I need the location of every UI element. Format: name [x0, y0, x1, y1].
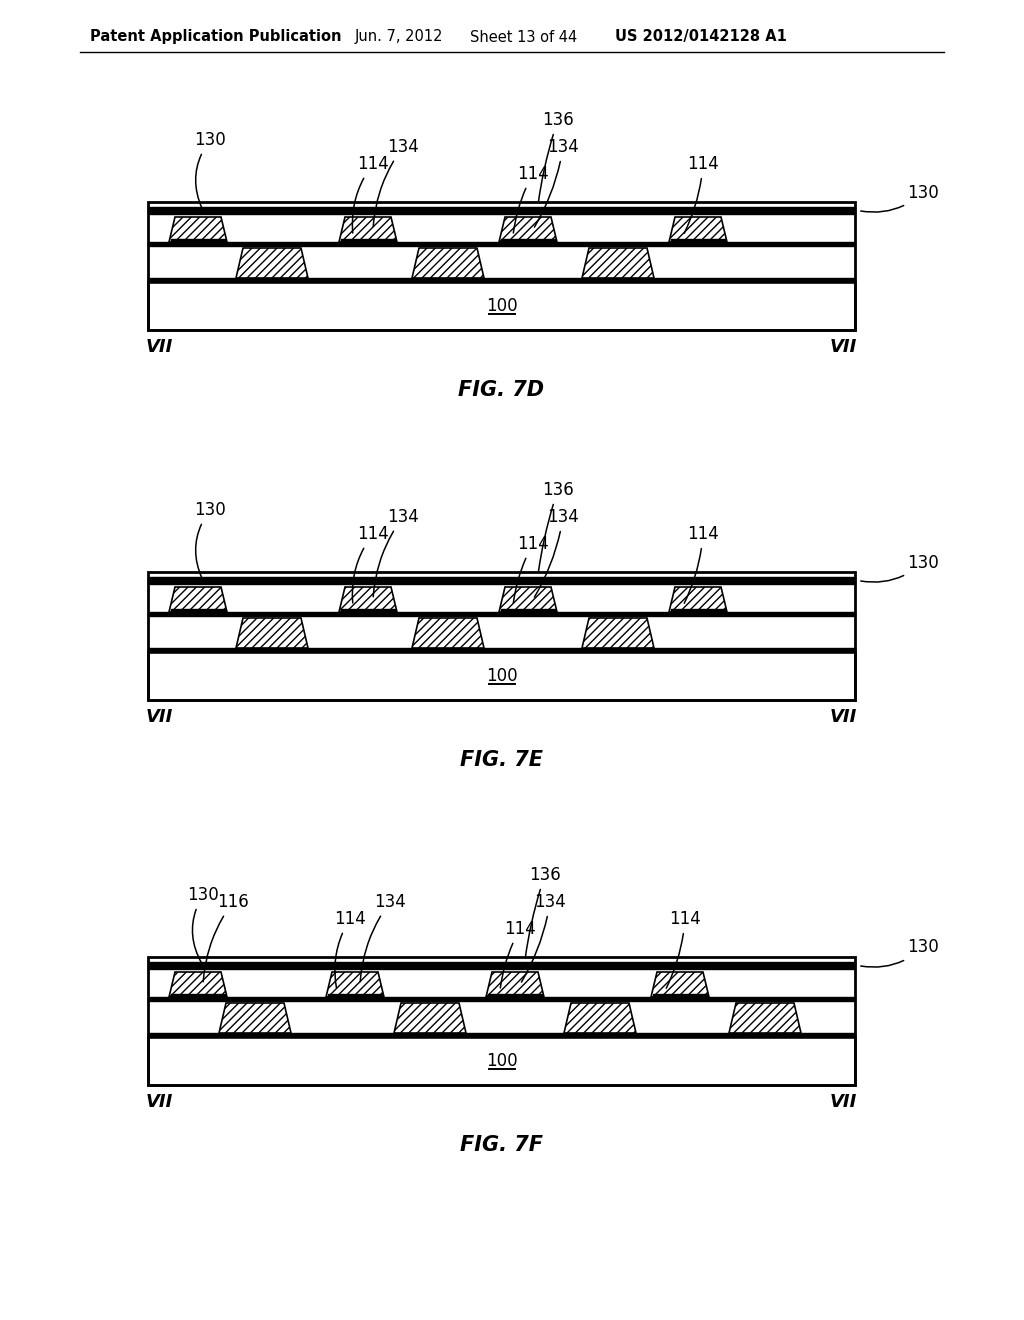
Polygon shape	[669, 216, 727, 242]
Text: 134: 134	[521, 894, 566, 982]
Text: 100: 100	[485, 667, 517, 685]
Polygon shape	[486, 972, 544, 997]
Text: 130: 130	[195, 502, 226, 578]
Text: VII: VII	[146, 1093, 173, 1111]
FancyBboxPatch shape	[148, 652, 855, 700]
Text: FIG. 7F: FIG. 7F	[460, 1135, 543, 1155]
Text: 130: 130	[861, 183, 939, 213]
Polygon shape	[412, 618, 484, 648]
Polygon shape	[412, 248, 484, 279]
Polygon shape	[339, 216, 397, 242]
Text: 134: 134	[535, 139, 579, 227]
Text: 116: 116	[203, 894, 249, 982]
Polygon shape	[564, 1003, 636, 1034]
Text: 114: 114	[684, 525, 719, 603]
Text: 134: 134	[535, 508, 579, 597]
Polygon shape	[169, 216, 227, 242]
Text: 136: 136	[525, 866, 561, 957]
Polygon shape	[499, 216, 557, 242]
FancyBboxPatch shape	[148, 1038, 855, 1085]
Text: 130: 130	[861, 553, 939, 582]
Text: 130: 130	[195, 131, 226, 209]
Text: 114: 114	[513, 165, 549, 234]
Polygon shape	[169, 972, 227, 997]
Text: 114: 114	[501, 920, 536, 987]
Polygon shape	[394, 1003, 466, 1034]
Text: 114: 114	[352, 525, 389, 603]
Text: VII: VII	[829, 708, 857, 726]
Text: 114: 114	[334, 909, 366, 989]
Text: 136: 136	[539, 111, 573, 202]
Text: 114: 114	[684, 154, 719, 234]
Text: 100: 100	[485, 297, 517, 315]
Text: 134: 134	[360, 894, 406, 982]
Text: 130: 130	[187, 886, 219, 964]
Text: FIG. 7E: FIG. 7E	[460, 750, 543, 770]
Polygon shape	[582, 618, 654, 648]
Text: 114: 114	[513, 535, 549, 603]
Polygon shape	[669, 587, 727, 612]
Text: 100: 100	[485, 1052, 517, 1071]
Text: Sheet 13 of 44: Sheet 13 of 44	[470, 29, 578, 45]
Text: VII: VII	[146, 708, 173, 726]
Text: VII: VII	[146, 338, 173, 356]
Text: 114: 114	[667, 909, 700, 989]
Text: Jun. 7, 2012: Jun. 7, 2012	[355, 29, 443, 45]
Text: FIG. 7D: FIG. 7D	[459, 380, 545, 400]
Polygon shape	[729, 1003, 801, 1034]
Polygon shape	[499, 587, 557, 612]
Polygon shape	[219, 1003, 291, 1034]
Text: Patent Application Publication: Patent Application Publication	[90, 29, 341, 45]
Polygon shape	[236, 248, 308, 279]
Polygon shape	[651, 972, 709, 997]
Text: 114: 114	[352, 154, 389, 234]
Polygon shape	[236, 618, 308, 648]
Polygon shape	[582, 248, 654, 279]
FancyBboxPatch shape	[148, 282, 855, 330]
Text: VII: VII	[829, 1093, 857, 1111]
Polygon shape	[169, 587, 227, 612]
Text: 130: 130	[861, 939, 939, 968]
Polygon shape	[326, 972, 384, 997]
Text: 136: 136	[539, 480, 573, 573]
Text: 134: 134	[373, 139, 419, 227]
Text: VII: VII	[829, 338, 857, 356]
Text: US 2012/0142128 A1: US 2012/0142128 A1	[615, 29, 786, 45]
Polygon shape	[339, 587, 397, 612]
Text: 134: 134	[373, 508, 419, 597]
